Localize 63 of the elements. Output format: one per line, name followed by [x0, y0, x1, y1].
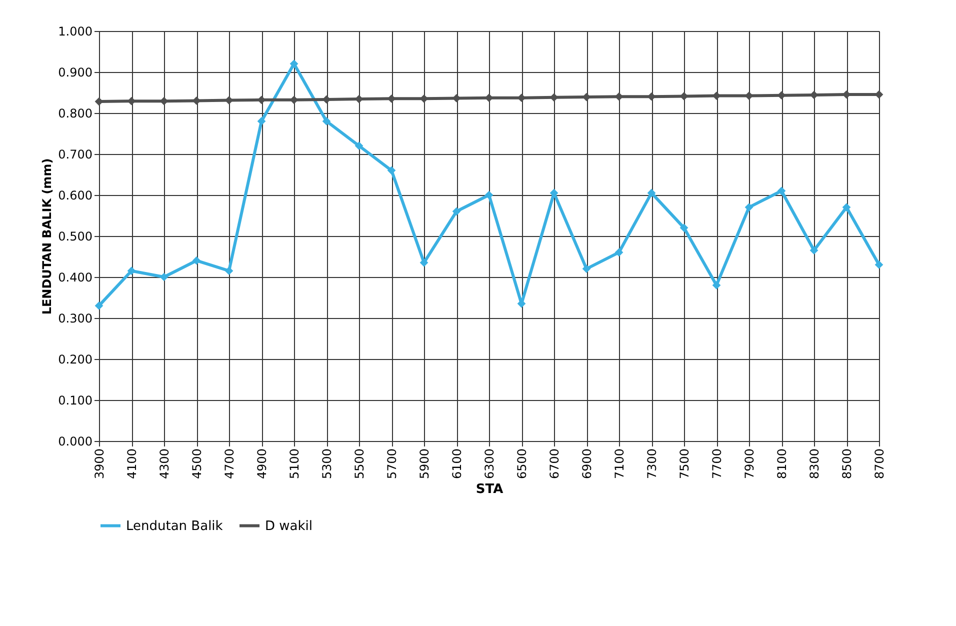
point	[810, 246, 818, 255]
point	[387, 166, 396, 175]
x-tick-label: 6100	[450, 448, 464, 480]
x-tick-label: 3900	[92, 448, 106, 480]
y-tick-label: 0.000	[58, 434, 92, 448]
point	[452, 207, 461, 216]
y-tick-label: 1.000	[58, 24, 92, 38]
y-tick-label: 0.300	[58, 312, 92, 326]
point	[582, 264, 591, 273]
x-tick-label: 4700	[222, 448, 236, 480]
x-tick-label: 7500	[678, 448, 692, 480]
x-tick-label: 6900	[580, 448, 594, 480]
legend-label: Lendutan Balik	[126, 518, 224, 534]
legend-label: D wakil	[265, 518, 312, 534]
x-tick-label: 8500	[840, 448, 854, 480]
x-tick-label: 7700	[710, 448, 724, 480]
point	[777, 186, 786, 196]
y-tick-label: 0.500	[58, 230, 92, 244]
point	[744, 203, 754, 212]
y-tick-label: 0.200	[58, 352, 92, 366]
x-tick-label: 5900	[418, 448, 432, 480]
point	[322, 117, 331, 126]
point	[354, 142, 364, 150]
point	[484, 190, 494, 200]
y-tick-label: 0.600	[58, 188, 92, 202]
x-tick-label: 4300	[158, 448, 172, 480]
point	[224, 266, 234, 276]
x-tick-label: 7900	[742, 448, 756, 480]
x-tick-label: 5100	[288, 448, 302, 480]
x-tick-label: 8700	[872, 448, 886, 480]
x-tick-label: 6500	[515, 448, 529, 480]
point	[712, 281, 721, 290]
x-tick-label: 6700	[548, 448, 562, 480]
point	[290, 60, 298, 68]
y-tick-label: 0.400	[58, 270, 92, 284]
point	[160, 272, 168, 282]
point	[192, 256, 201, 265]
x-tick-label: 5500	[352, 448, 366, 480]
x-tick-label: 4100	[125, 448, 139, 480]
x-tick-label: 6300	[482, 448, 496, 480]
y-tick-label: 0.900	[58, 66, 92, 80]
y-axis-title: LENDUTAN BALIK (mm)	[40, 158, 54, 315]
x-tick-label: 5700	[385, 448, 399, 480]
point	[257, 117, 266, 126]
x-tick-label: 8100	[775, 448, 789, 480]
point	[420, 258, 428, 267]
x-tick-label: 7300	[645, 448, 659, 480]
x-tick-label: 4500	[190, 448, 204, 480]
x-tick-label: 7100	[612, 448, 626, 480]
point	[647, 188, 656, 198]
point	[614, 248, 624, 257]
y-tick-label: 0.800	[58, 106, 92, 120]
x-tick-label: 5300	[320, 448, 334, 480]
y-tick-label: 0.700	[58, 148, 92, 162]
y-tick-label: 0.100	[58, 394, 92, 408]
x-tick-label: 8300	[808, 448, 822, 480]
point	[127, 266, 136, 276]
point	[874, 260, 884, 269]
point	[842, 203, 851, 212]
point	[680, 224, 688, 232]
x-tick-label: 4900	[255, 448, 269, 480]
x-axis-title: STA	[476, 482, 504, 498]
point	[94, 302, 104, 310]
